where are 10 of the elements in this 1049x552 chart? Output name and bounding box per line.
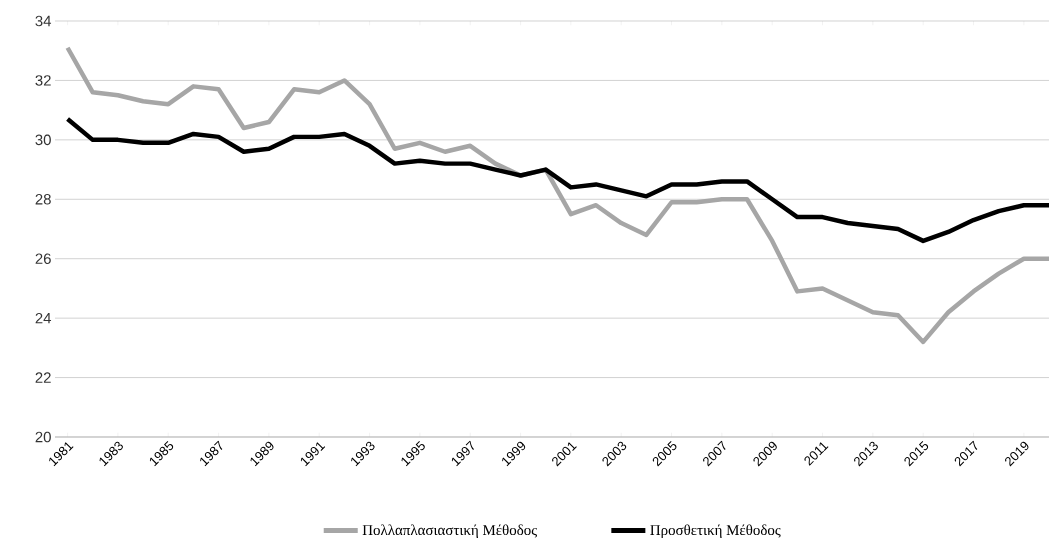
legend-label: Πολλαπλασιαστική Μέθοδος (362, 524, 537, 539)
y-tick-label: 24 (35, 312, 52, 324)
y-tick-label: 34 (35, 15, 52, 27)
y-tick-label: 32 (35, 75, 51, 86)
legend-label: Προσθετική Μέθοδος (650, 524, 781, 539)
y-tick-label: 28 (35, 193, 51, 205)
y-tick-label: 30 (35, 134, 51, 146)
y-tick-label: 22 (35, 372, 51, 383)
y-tick-label: 20 (35, 431, 51, 443)
y-tick-label: 26 (35, 253, 51, 264)
